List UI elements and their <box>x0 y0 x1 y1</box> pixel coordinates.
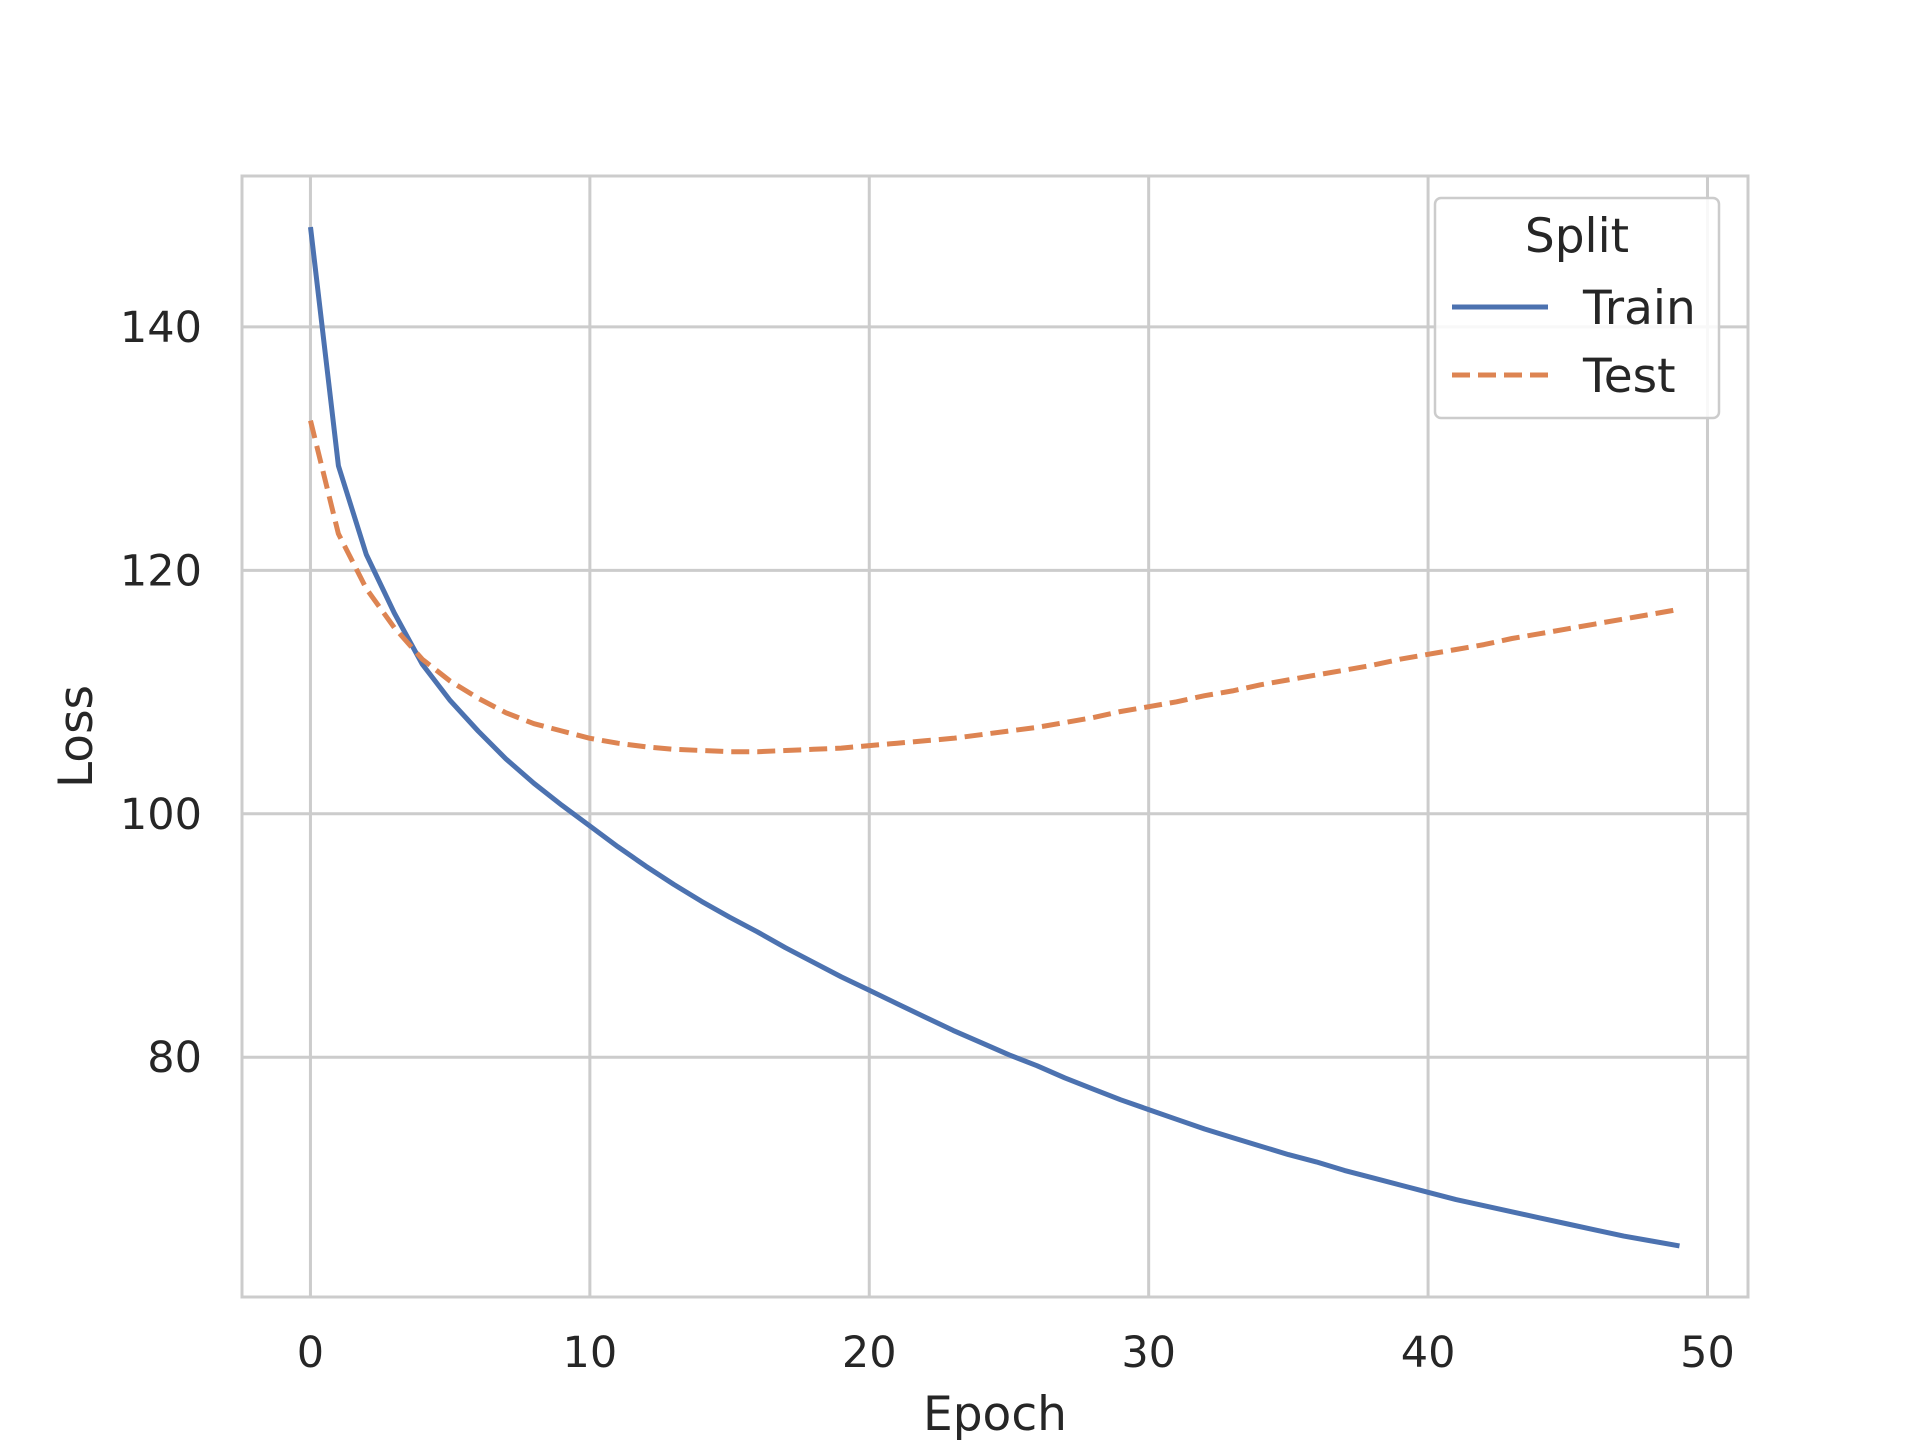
y-tick-label: 120 <box>120 546 202 596</box>
y-tick-label: 140 <box>120 303 202 353</box>
y-tick-label: 100 <box>120 790 202 840</box>
series-line-test <box>308 420 1680 755</box>
tick-labels: 0 10 20 30 40 50 80 100 120 140 <box>120 303 1735 1378</box>
x-tick-label: 20 <box>842 1328 897 1378</box>
legend: Split Train Test <box>1433 196 1721 420</box>
series-lines <box>308 226 1680 1249</box>
x-tick-label: 40 <box>1401 1328 1456 1378</box>
x-axis-title: Epoch <box>923 1387 1067 1440</box>
series-line-train <box>308 226 1680 1249</box>
x-tick-label: 30 <box>1121 1328 1176 1378</box>
y-axis-title: Loss <box>49 685 104 788</box>
legend-title: Split <box>1525 209 1629 264</box>
x-tick-label: 0 <box>297 1328 324 1378</box>
legend-label-train: Train <box>1582 281 1696 336</box>
legend-label-test: Test <box>1582 349 1676 404</box>
x-tick-label: 10 <box>563 1328 618 1378</box>
x-tick-label: 50 <box>1680 1328 1735 1378</box>
y-tick-label: 80 <box>147 1033 202 1083</box>
legend-box <box>1433 196 1721 420</box>
plot-frame <box>240 174 1750 1299</box>
